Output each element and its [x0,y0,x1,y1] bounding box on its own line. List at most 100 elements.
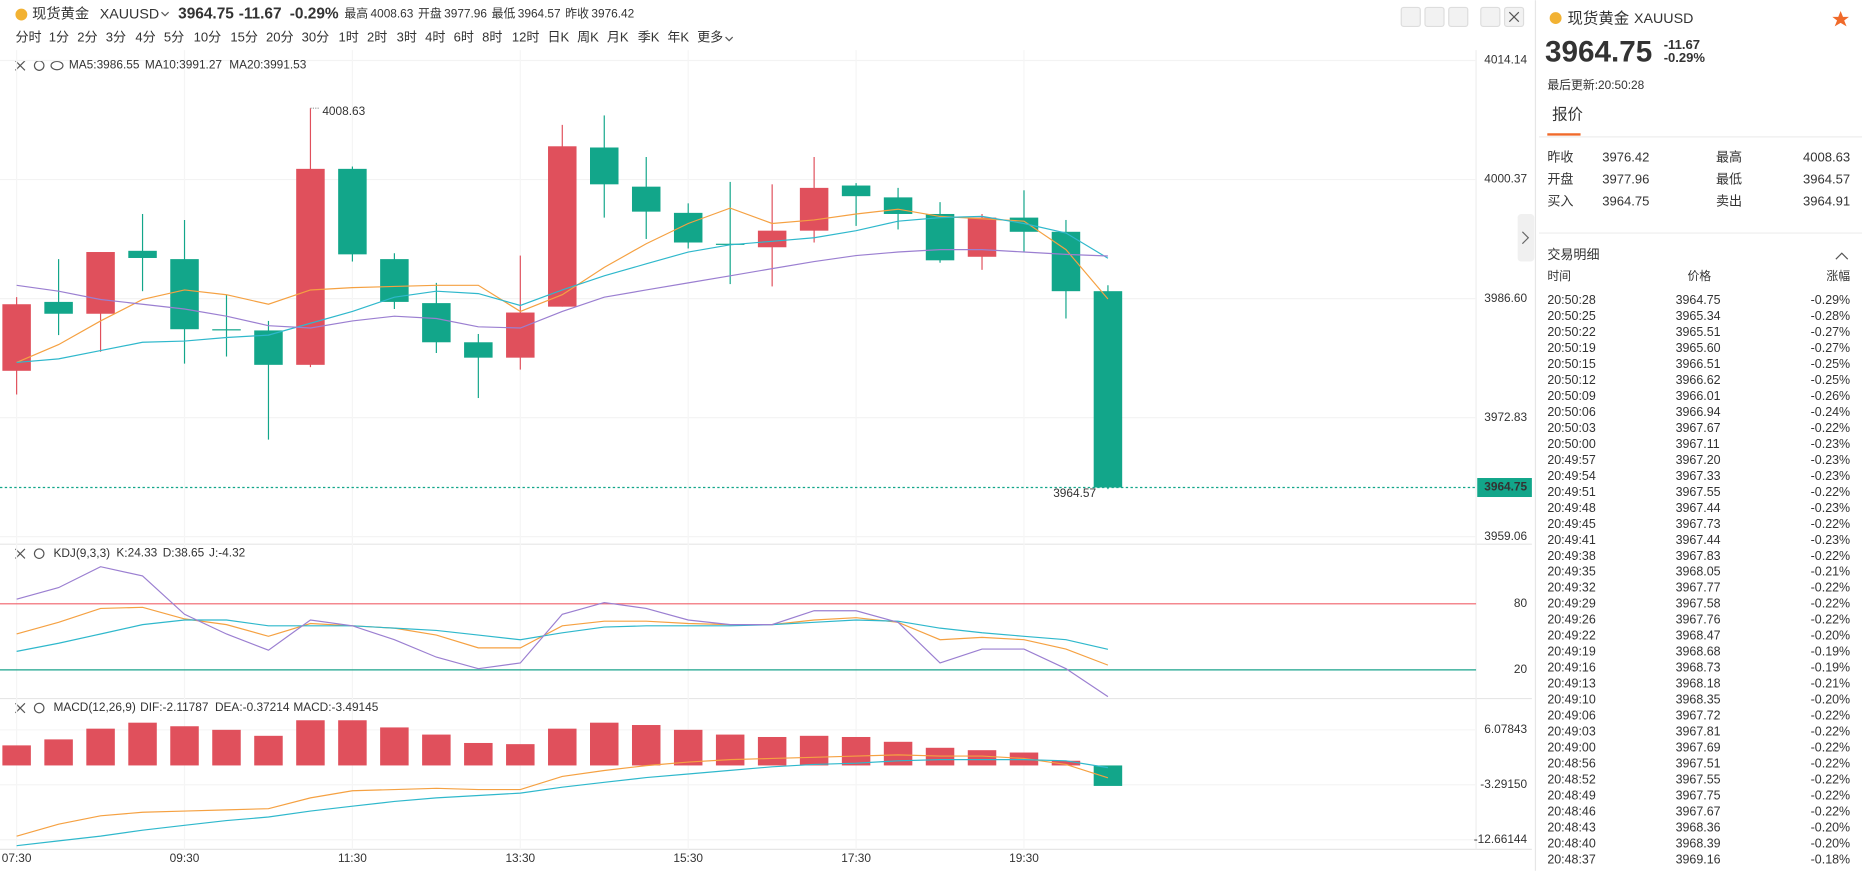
trade-cell: -0.22% [1811,597,1850,611]
trade-cell: 20:49:13 [1547,677,1596,691]
timeframe-tab[interactable]: 1分 [49,30,69,45]
timeframe-tab[interactable]: 5分 [164,30,184,45]
timeframe-tab[interactable]: 6时 [454,30,474,45]
legend-value: 3991.53 [263,58,306,72]
tool-button[interactable] [1424,6,1445,28]
coin-icon [1549,12,1562,25]
tool-button[interactable] [1400,6,1421,28]
x-tick-label: 11:30 [338,851,367,865]
trade-cell: -0.22% [1811,741,1850,755]
trade-cell: 20:49:51 [1547,485,1596,499]
trade-cell: -0.22% [1811,485,1850,499]
timeframe-tab[interactable]: 2分 [77,30,97,45]
histogram-bar [464,742,493,766]
timeframe-tab[interactable]: 年K [667,30,689,45]
trade-cell: 20:49:10 [1547,693,1596,707]
timeframe-tab[interactable]: 4时 [425,30,445,45]
legend-value: -0.37214 [243,700,290,714]
chevron-icon[interactable] [1835,252,1849,260]
legend-name: MA10 [145,58,176,72]
timeframe-tab[interactable]: 4分 [135,30,155,45]
timeframe-tab[interactable]: 更多 [697,30,723,45]
timeframe-tab[interactable]: 月K [607,30,629,45]
legend-entry: MA10:3991.27 [145,58,222,72]
trade-cell: 3967.33 [1676,469,1721,483]
histogram-bar [967,750,997,766]
change: -11.67 [239,6,282,23]
legend-entry: D:38.65 [163,546,205,560]
candle-body [212,329,241,331]
close-icon [1508,11,1520,23]
indicator-line [16,566,1109,698]
timeframe-tab[interactable]: 周K [577,30,599,45]
x-tick-label: 13:30 [505,851,535,865]
timeframe-tab[interactable]: 30分 [302,30,330,45]
timeframe-tab[interactable]: 季K [638,30,660,45]
ma-line [16,249,1108,329]
timeframe-tab[interactable]: 15分 [230,30,258,45]
candle-body [380,259,409,302]
trade-cell: 20:50:00 [1547,437,1596,451]
timeframe-tab[interactable]: 20分 [266,30,294,45]
stat-label: 最低 [492,7,516,21]
trade-cell: 20:49:00 [1547,741,1596,755]
indicator-line [16,754,1109,837]
x-tick-label: 09:30 [170,851,200,865]
histogram-bar [170,726,199,766]
timeframe-tab[interactable]: 分时 [15,30,41,45]
y-tick-label: 4000.37 [1484,172,1527,186]
candle-body [464,342,493,358]
settings-icon[interactable] [33,702,45,714]
trade-cell: 20:50:03 [1547,421,1596,435]
trade-cell: 3965.60 [1676,341,1721,355]
candle-body [1093,291,1123,488]
trade-cell: -0.28% [1811,309,1850,323]
trade-cell: 3968.68 [1676,645,1721,659]
trade-cell: 20:49:16 [1547,661,1596,675]
trade-cell: 20:49:54 [1547,469,1596,483]
timeframe-tab[interactable]: 12时 [512,30,540,45]
histogram-bar [506,744,535,766]
candle-body [1009,217,1039,232]
favorite-icon[interactable] [1832,10,1849,27]
trade-cell: -0.29% [1811,293,1850,307]
candle-body [422,303,451,343]
trade-cell: -0.21% [1811,677,1850,691]
legend-name: MA20 [229,58,260,72]
legend-entry: MA20:3991.53 [229,58,307,72]
trade-cell: -0.22% [1811,725,1850,739]
trade-cell: 3967.55 [1676,773,1721,787]
tool-button[interactable] [1448,6,1469,28]
timeframe-tab[interactable]: 日K [547,30,569,45]
timeframe-tab[interactable]: 2时 [367,30,387,45]
eye-icon[interactable] [50,60,64,71]
trade-cell: 3967.20 [1676,453,1721,467]
collapse-tab[interactable] [1517,214,1535,262]
trade-cell: -0.27% [1811,325,1850,339]
legend-value: -4.32 [218,546,245,560]
section-title: 交易明细 [1547,247,1599,262]
trade-cell: 3967.58 [1676,597,1721,611]
candle-body [590,147,619,185]
histogram-bar [296,720,325,766]
trade-cell: 20:50:19 [1547,341,1596,355]
timeframe-tab[interactable]: 10分 [194,30,222,45]
trade-cell: 20:48:49 [1547,789,1596,803]
histogram-bar [631,725,661,766]
tool-button[interactable] [1480,6,1501,28]
tab[interactable]: 报价 [1552,106,1583,124]
trade-cell: -0.22% [1811,613,1850,627]
trade-cell: 3966.01 [1676,389,1721,403]
candle-body [2,304,31,371]
timeframe-tab[interactable]: 3时 [397,30,417,45]
candle-body [757,230,787,248]
stat-value: 3964.75 [1602,194,1649,209]
timeframe-tab[interactable]: 3分 [106,30,126,45]
trade-cell: 3966.62 [1676,373,1721,387]
trade-cell: 3968.05 [1676,565,1721,579]
settings-icon[interactable] [33,548,45,559]
timeframe-tab[interactable]: 1时 [338,30,358,45]
trade-cell: 3967.44 [1676,501,1721,515]
legend-name: D [163,546,172,560]
timeframe-tab[interactable]: 8时 [482,30,502,45]
